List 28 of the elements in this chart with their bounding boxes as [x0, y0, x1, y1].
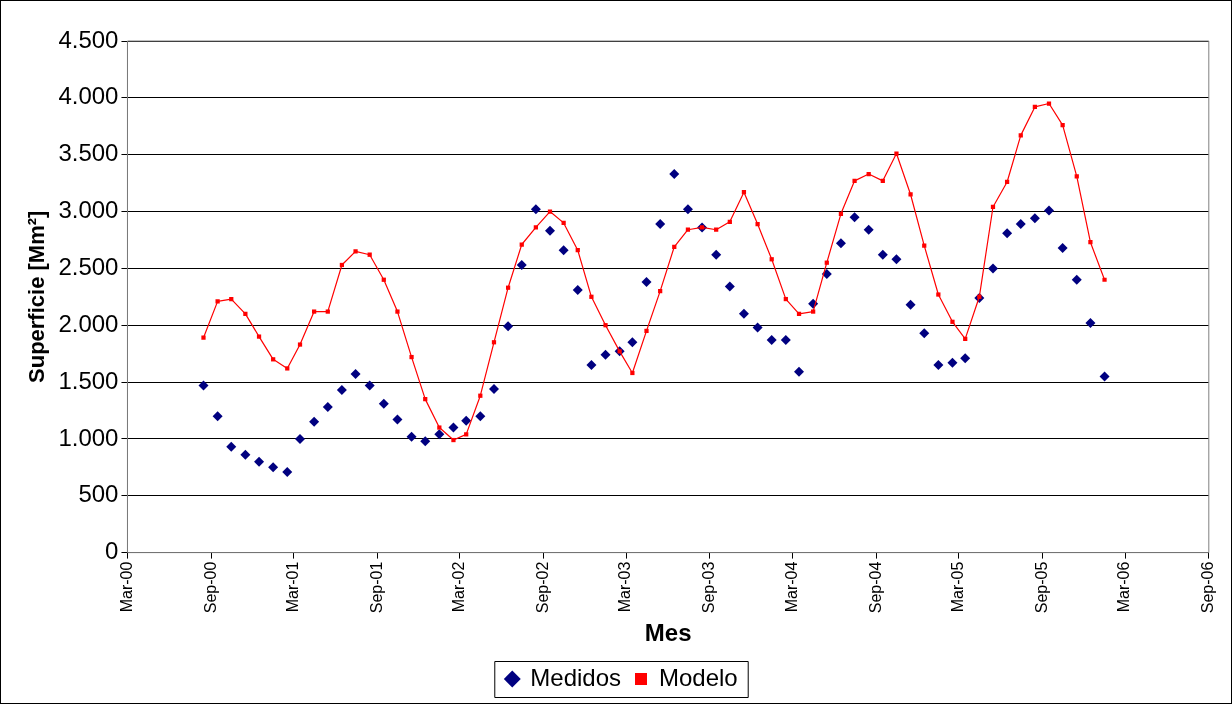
x-axis-title: Mes [644, 619, 692, 647]
legend-label: Modelo [659, 663, 738, 691]
y-tick-label: 0 [105, 537, 119, 565]
x-tick-label: Sep-06 [1199, 561, 1217, 614]
x-tick-label: Sep-02 [534, 561, 552, 614]
legend-label: Medidos [530, 663, 621, 691]
x-tick-label: Mar-05 [949, 561, 967, 613]
y-tick-label: 4.500 [58, 25, 119, 53]
y-tick-label: 3.000 [58, 196, 119, 224]
x-tick-label: Mar-02 [450, 561, 468, 613]
y-tick-label: 2.000 [58, 309, 119, 337]
x-tick-label: Sep-03 [700, 561, 718, 614]
y-tick-label: 500 [78, 480, 119, 508]
y-tick-label: 1.000 [58, 423, 119, 451]
y-tick-label: 3.500 [58, 139, 119, 167]
y-axis-title: Superficie [Mm²] [24, 210, 50, 383]
x-tick-label: Sep-04 [866, 561, 884, 614]
x-tick-label: Sep-05 [1033, 561, 1051, 614]
x-tick-label: Mar-06 [1115, 561, 1133, 613]
x-tick-label: Sep-00 [201, 561, 219, 614]
y-tick-label: 4.000 [58, 82, 119, 110]
y-tick-label: 2.500 [58, 253, 119, 281]
x-tick-label: Mar-01 [284, 561, 302, 613]
x-tick-label: Mar-04 [783, 561, 801, 613]
x-tick-label: Sep-01 [367, 561, 385, 614]
y-tick-label: 1.500 [58, 366, 119, 394]
x-tick-label: Mar-03 [616, 561, 634, 613]
x-tick-label: Mar-00 [117, 561, 135, 613]
